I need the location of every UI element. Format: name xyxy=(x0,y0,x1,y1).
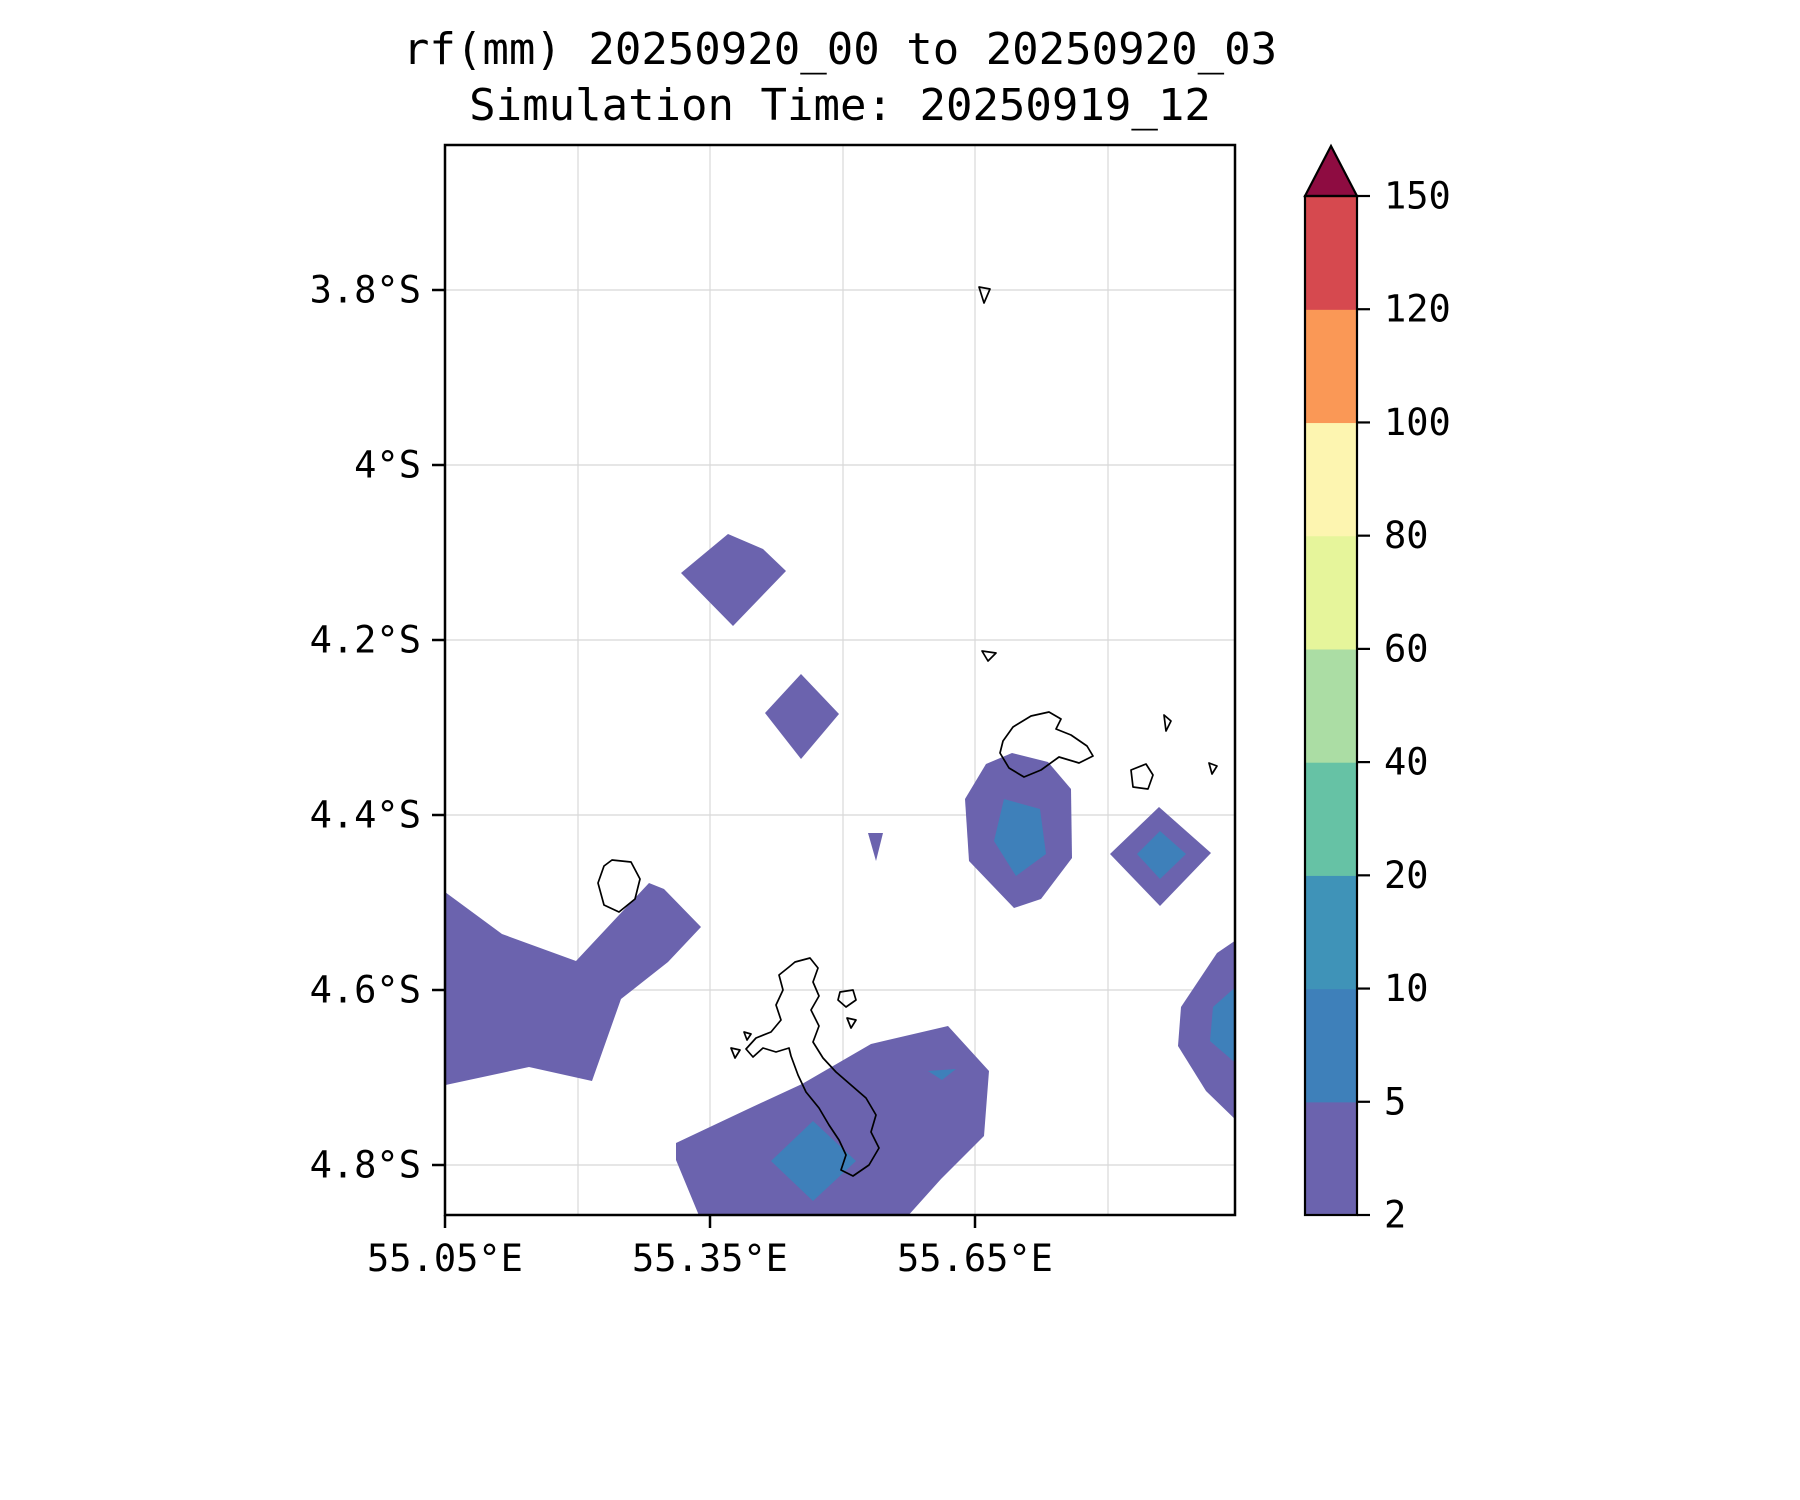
colorbar-segment xyxy=(1305,762,1357,876)
x-tick-label: 55.35°E xyxy=(632,1237,788,1280)
contour-mahe-blob xyxy=(676,1026,989,1215)
plot-border xyxy=(443,143,1237,1217)
colorbar-tick-label: 100 xyxy=(1384,401,1451,444)
contour-mahe-core xyxy=(771,1121,856,1201)
figure-title-block: rf(mm) 20250920_00 to 20250920_03 Simula… xyxy=(245,22,1435,134)
colorbar-segment xyxy=(1305,309,1357,424)
colorbar-segment xyxy=(1305,1101,1357,1216)
contour-east-diamond-core xyxy=(1137,831,1186,879)
colorbar-segment xyxy=(1305,422,1357,537)
colorbar-segment xyxy=(1305,535,1357,650)
contour-west-band xyxy=(445,883,701,1086)
y-tick-label: 3.8°S xyxy=(310,269,421,312)
colorbar: 2 5 10 20 40 60 80 100 120 150 xyxy=(1303,143,1451,1237)
colorbar-outline xyxy=(1303,194,1359,1217)
coastline-islet-north xyxy=(978,286,991,304)
colorbar-tick-label: 40 xyxy=(1384,741,1429,784)
contour-layer xyxy=(445,534,1235,1215)
contour-praslin-core xyxy=(994,799,1046,876)
contour-east-edge-core xyxy=(1210,987,1235,1063)
axis-tick-layer: 55.05°E 55.35°E 55.65°E 3.8°S 4°S 4.2°S 4.4°S 4… xyxy=(310,269,1053,1281)
colorbar-segment xyxy=(1305,988,1357,1103)
contour-nw-diamond xyxy=(681,534,786,626)
figure-title: rf(mm) 20250920_00 to 20250920_03 xyxy=(402,24,1278,75)
coastline-islet-east-2 xyxy=(1208,762,1218,775)
colorbar-segment xyxy=(1305,196,1357,310)
colorbar-extend-arrow xyxy=(1303,143,1359,198)
y-tick-label: 4.2°S xyxy=(310,619,421,662)
y-tick-label: 4°S xyxy=(354,444,421,487)
coastline-mahe-island xyxy=(745,957,880,1177)
colorbar-tick-label: 2 xyxy=(1384,1194,1406,1237)
x-tick-label: 55.65°E xyxy=(897,1237,1053,1280)
y-tick-label: 4.8°S xyxy=(310,1144,421,1187)
coastline-la-digue-island xyxy=(1130,763,1154,790)
colorbar-tick-label: 10 xyxy=(1384,967,1429,1010)
colorbar-tick-label: 5 xyxy=(1384,1080,1406,1123)
coastline-islet-near-mahe-2 xyxy=(730,1047,741,1059)
coastline-islet-east-1 xyxy=(1163,714,1172,732)
colorbar-segment xyxy=(1305,875,1357,990)
coastline-layer xyxy=(597,286,1218,1177)
coastline-silhouette-island xyxy=(597,859,641,913)
colorbar-tick-label: 20 xyxy=(1384,854,1429,897)
coastline-islet-near-mahe-1 xyxy=(846,1017,857,1029)
y-tick-label: 4.4°S xyxy=(310,794,421,837)
colorbar-tick-label: 120 xyxy=(1384,288,1451,331)
colorbar-segment xyxy=(1305,648,1357,763)
y-tick-label: 4.6°S xyxy=(310,969,421,1012)
coastline-islet-near-mahe-3 xyxy=(743,1031,752,1041)
coastline-islet-st-anne xyxy=(837,989,857,1008)
contour-tiny-triangle xyxy=(868,833,883,861)
colorbar-tick-label: 80 xyxy=(1384,514,1429,557)
coastline-islet-aride xyxy=(981,650,997,662)
contour-east-edge-blob xyxy=(1178,940,1235,1120)
coastline-praslin-island xyxy=(999,711,1094,778)
contour-mid-diamond xyxy=(765,674,839,759)
figure-subtitle: Simulation Time: 20250919_12 xyxy=(469,80,1211,131)
x-tick-label: 55.05°E xyxy=(367,1237,523,1280)
contour-mahe-streak xyxy=(928,1069,956,1080)
colorbar-tick-label: 150 xyxy=(1384,175,1451,218)
colorbar-tick-label: 60 xyxy=(1384,627,1429,670)
